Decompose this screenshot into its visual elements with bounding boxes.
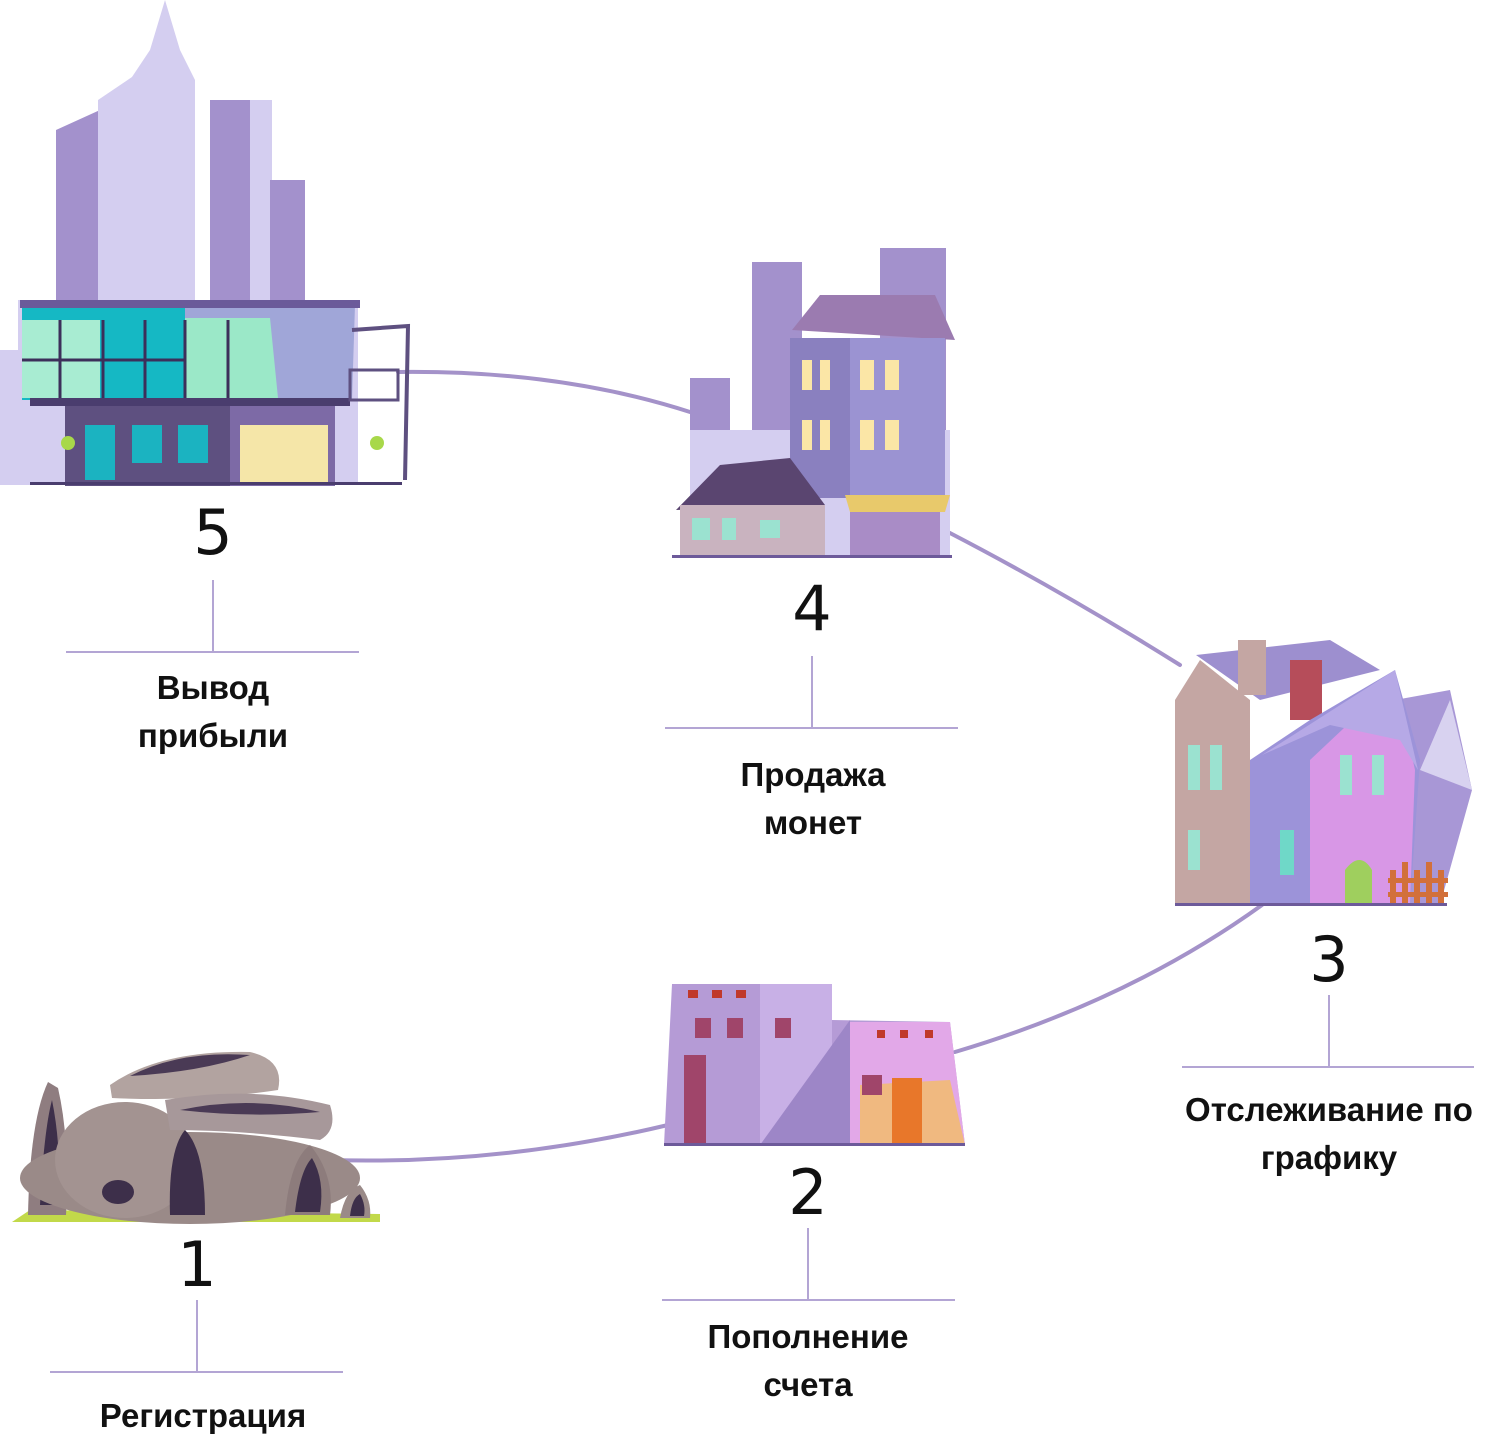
step-2-label-line: счета <box>763 1366 853 1403</box>
modern-office-skyline-icon <box>0 0 411 486</box>
connection-path <box>328 369 1264 1163</box>
step-2-number: 2 <box>788 1156 828 1229</box>
step-5-label-line: Вывод <box>156 669 270 706</box>
step-1-label-line: Регистрация <box>99 1397 307 1434</box>
step-3-label-line: Отслеживание по <box>1185 1091 1473 1128</box>
step-4-number: 4 <box>792 572 832 645</box>
adobe-house-icon <box>664 984 965 1146</box>
step-1-number: 1 <box>177 1228 217 1301</box>
cave-rock-icon <box>12 1051 380 1224</box>
label-connectors <box>50 580 1474 1373</box>
step-2-label: Пополнение счета <box>628 1313 988 1409</box>
step-3-label-line: графику <box>1260 1139 1398 1176</box>
step-1-label: Регистрация <box>23 1392 383 1440</box>
step-4-label-line: монет <box>763 804 863 841</box>
step-3-number: 3 <box>1309 923 1349 996</box>
step-3-label: Отслеживание по графику <box>1149 1086 1509 1182</box>
townhouse-building-icon <box>672 248 955 558</box>
step-5-label: Вывод прибыли <box>33 664 393 760</box>
cottage-houses-icon <box>1175 640 1472 906</box>
step-5-label-line: прибыли <box>137 717 289 754</box>
step-5-number: 5 <box>193 496 233 569</box>
step-2-label-line: Пополнение <box>707 1318 909 1355</box>
step-4-label: Продажа монет <box>633 751 993 847</box>
step-4-label-line: Продажа <box>740 756 886 793</box>
